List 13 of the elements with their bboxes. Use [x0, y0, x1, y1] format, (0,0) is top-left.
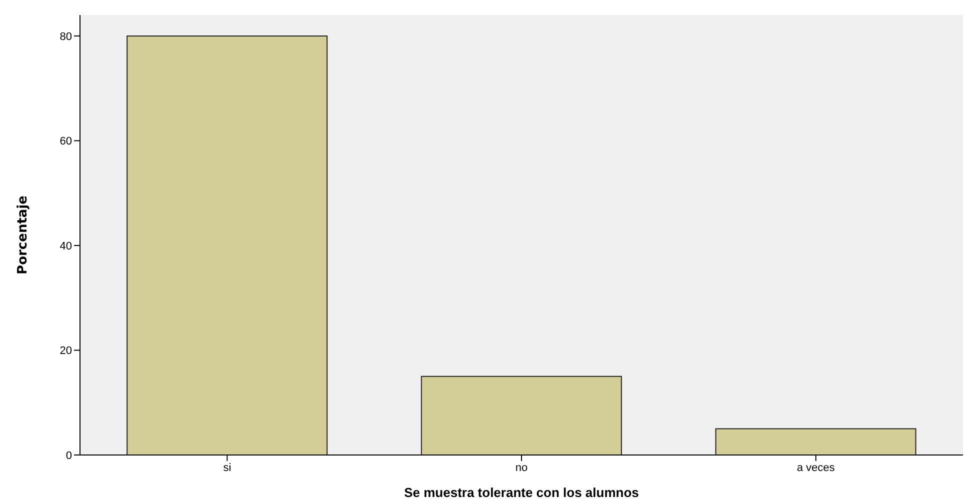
y-tick-label: 80: [60, 30, 72, 43]
x-tick-label: no: [515, 462, 528, 474]
y-tick-label: 0: [66, 450, 72, 462]
y-tick-label: 20: [60, 345, 72, 358]
bar: [126, 35, 328, 455]
x-axis-title: Se muestra tolerante con los alumnos: [404, 485, 639, 499]
x-tick-label: a veces: [796, 462, 836, 474]
y-tick-label: 60: [60, 136, 72, 148]
y-tick-label: 40: [60, 240, 72, 252]
y-axis-title: Porcentaje: [16, 195, 31, 274]
bar: [715, 428, 916, 455]
bar: [420, 376, 622, 455]
x-tick-label: si: [223, 462, 232, 474]
